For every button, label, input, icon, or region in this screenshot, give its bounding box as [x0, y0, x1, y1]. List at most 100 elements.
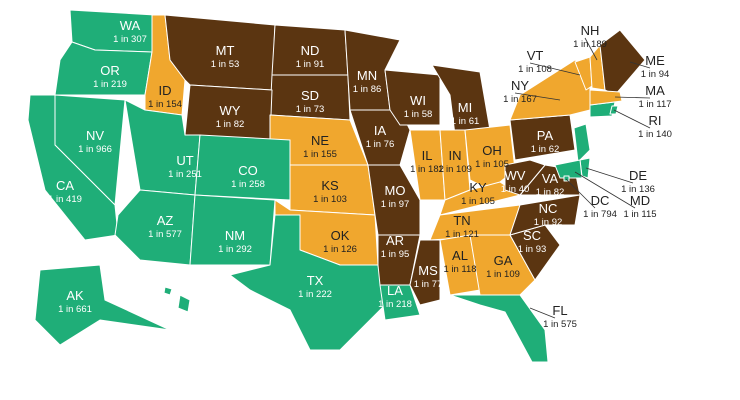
state-abbr: DE: [629, 168, 647, 183]
state-label: OK1 in 126: [323, 228, 357, 255]
state-abbr: WA: [120, 18, 141, 33]
state-rate: 1 in 118: [443, 264, 476, 275]
state-abbr: SD: [301, 88, 319, 103]
state-rate: 1 in 86: [353, 84, 382, 95]
state-label: MN1 in 86: [353, 68, 382, 95]
state-rate: 1 in 97: [381, 199, 410, 210]
state-rate: 1 in 419: [48, 194, 82, 205]
leader-line: [585, 167, 634, 184]
state-rate: 1 in 76: [366, 139, 395, 150]
state-shape: [114, 189, 196, 266]
state-abbr: ID: [159, 83, 172, 98]
state-abbr: IL: [422, 148, 433, 163]
state-rate: 1 in 103: [313, 194, 347, 205]
state-label: IN1 in 109: [438, 148, 472, 175]
state-shape: [563, 175, 570, 182]
state-label: WV1 in 40: [501, 168, 530, 195]
state-abbr: MN: [357, 68, 377, 83]
state-shape: [509, 59, 591, 121]
state-label: MT1 in 53: [211, 43, 240, 70]
state-label: IL1 in 182: [410, 148, 444, 175]
state-abbr: CA: [56, 178, 74, 193]
state-label: MI1 in 61: [451, 100, 480, 127]
state-label: MS1 in 77: [414, 263, 443, 290]
state-abbr: VA: [542, 171, 559, 186]
state-abbr: MI: [458, 100, 472, 115]
state-shape: [599, 29, 646, 96]
state-shape: [409, 239, 441, 306]
state-abbr: RI: [649, 113, 662, 128]
state-rate: 1 in 661: [58, 304, 92, 315]
state-label: NY1 in 167: [503, 78, 537, 105]
state-label: NV1 in 966: [78, 128, 112, 155]
state-abbr: AZ: [157, 213, 174, 228]
state-shape: [229, 214, 386, 351]
state-abbr: VT: [527, 48, 544, 63]
state-label: MO1 in 97: [381, 183, 410, 210]
state-label: OH1 in 105: [475, 143, 509, 170]
state-abbr: ME: [645, 53, 665, 68]
state-abbr: AK: [66, 288, 84, 303]
state-label: NH1 in 189: [573, 23, 607, 50]
state-label: NC1 in 92: [534, 201, 563, 228]
state-abbr: MD: [630, 193, 650, 208]
state-rate: 1 in 109: [438, 164, 472, 175]
state-label: LA1 in 218: [378, 283, 412, 310]
state-rate: 1 in 117: [638, 99, 671, 110]
state-rate: 1 in 167: [503, 94, 537, 105]
state-rate: 1 in 40: [501, 184, 530, 195]
state-abbr: NC: [539, 201, 558, 216]
state-abbr: CO: [238, 163, 258, 178]
state-abbr: OK: [331, 228, 350, 243]
state-label: TX1 in 222: [298, 273, 332, 300]
state-abbr: LA: [387, 283, 403, 298]
state-abbr: KY: [469, 180, 487, 195]
state-rate: 1 in 189: [573, 39, 607, 50]
state-label: WY1 in 82: [216, 103, 245, 130]
state-rate: 1 in 82: [216, 119, 245, 130]
leader-line: [629, 61, 651, 69]
state-rate: 1 in 966: [78, 144, 112, 155]
state-abbr: NY: [511, 78, 529, 93]
state-label: CA1 in 419: [48, 178, 82, 205]
state-shape: [177, 294, 191, 313]
leader-line: [514, 92, 561, 101]
state-abbr: MT: [216, 43, 235, 58]
state-rate: 1 in 121: [445, 229, 479, 240]
state-rate: 1 in 258: [231, 179, 265, 190]
state-shape: [449, 294, 549, 363]
state-label: NE1 in 155: [303, 133, 337, 160]
state-label: DC1 in 794: [583, 193, 617, 220]
leader-line: [529, 307, 556, 319]
state-rate: 1 in 61: [451, 116, 480, 127]
state-label: AZ1 in 577: [148, 213, 182, 240]
state-label: VT1 in 108: [518, 48, 552, 75]
state-abbr: MA: [645, 83, 665, 98]
state-abbr: OR: [100, 63, 120, 78]
state-abbr: TN: [453, 213, 470, 228]
state-rate: 1 in 109: [486, 269, 520, 280]
state-abbr: AR: [386, 233, 404, 248]
leader-line: [565, 178, 596, 209]
state-shape: [379, 284, 421, 321]
state-abbr: KS: [321, 178, 339, 193]
state-rate: 1 in 58: [404, 109, 433, 120]
leader-line: [574, 171, 636, 209]
state-rate: 1 in 62: [531, 144, 560, 155]
state-label: KY1 in 105: [461, 180, 495, 207]
state-shape: [163, 286, 173, 296]
state-label: PA1 in 62: [531, 128, 560, 155]
state-shape: [464, 124, 516, 191]
state-abbr: IN: [449, 148, 462, 163]
state-rate: 1 in 307: [113, 34, 147, 45]
state-abbr: NV: [86, 128, 104, 143]
state-abbr: NH: [581, 23, 600, 38]
state-label: CO1 in 258: [231, 163, 265, 190]
state-label: ND1 in 91: [296, 43, 325, 70]
state-rate: 1 in 91: [296, 59, 325, 70]
state-rate: 1 in 136: [621, 184, 655, 195]
state-abbr: IA: [374, 123, 387, 138]
state-label: ID1 in 154: [148, 83, 182, 110]
state-rate: 1 in 219: [93, 79, 127, 90]
